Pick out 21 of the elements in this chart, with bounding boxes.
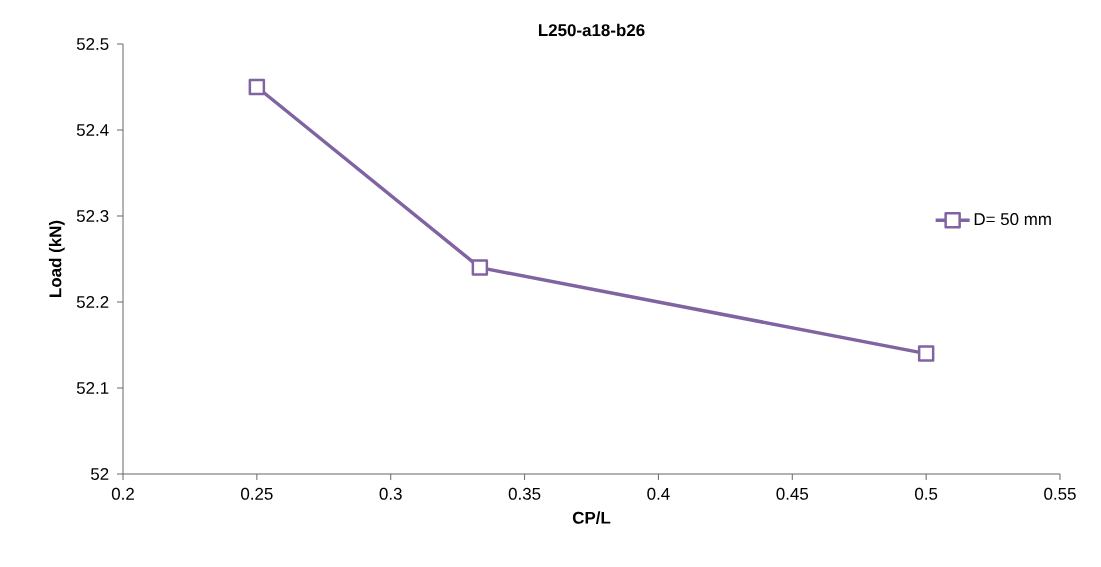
y-tick-label: 52.1 [76, 382, 109, 394]
chart-title: L250-a18-b26 [538, 23, 645, 37]
y-tick-label: 52.3 [76, 210, 109, 222]
y-axis-title: Load (kN) [48, 220, 65, 297]
x-tick-label: 0.55 [1044, 487, 1076, 500]
y-tick-label: 52.5 [76, 38, 109, 50]
x-axis-title: CP/L [572, 511, 611, 524]
point [248, 78, 266, 96]
x-tick-label: 0.5 [915, 487, 938, 500]
legend-label: D= 50 mm [974, 213, 1051, 226]
y-tick-label: 52.4 [76, 124, 109, 136]
point [471, 259, 489, 276]
y-tick-label: 52.2 [76, 296, 109, 308]
x-tick-label: 0.45 [776, 487, 809, 500]
x-tick-label: 0.25 [241, 487, 273, 500]
x-tick-label: 0.2 [111, 487, 134, 500]
x-tick-label: 0.3 [379, 487, 402, 500]
point [917, 345, 935, 362]
x-tick-label: 0.35 [508, 487, 541, 500]
x-tick-label: 0.4 [647, 487, 670, 500]
y-tick-label: 52 [90, 468, 109, 480]
